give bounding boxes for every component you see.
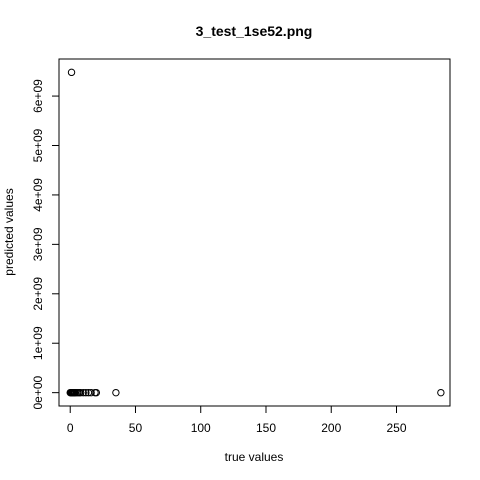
y-tick-label: 3e+09 <box>31 227 45 261</box>
y-tick-label: 4e+09 <box>31 178 45 212</box>
y-axis-label: predicted values <box>2 188 16 275</box>
x-tick-label: 200 <box>321 421 341 435</box>
x-axis-label: true values <box>225 450 284 464</box>
data-point <box>67 68 76 77</box>
data-point <box>437 388 445 397</box>
y-tick-label: 1e+09 <box>31 326 45 360</box>
data-point <box>82 388 90 397</box>
data-point <box>79 388 87 397</box>
data-points <box>66 68 445 397</box>
y-axis: 0e+00 1e+09 2e+09 3e+09 4e+09 5e+09 6e+09 <box>31 79 60 410</box>
x-tick-label: 150 <box>256 421 276 435</box>
y-tick-label: 2e+09 <box>31 277 45 311</box>
x-tick-label: 100 <box>191 421 211 435</box>
plot-frame <box>58 58 451 407</box>
x-tick-label: 0 <box>67 421 74 435</box>
chart-title: 3_test_1se52.png <box>196 23 313 39</box>
y-tick-label: 6e+09 <box>31 79 45 113</box>
data-point <box>87 388 95 397</box>
data-point <box>92 388 101 397</box>
y-tick-label: 5e+09 <box>31 128 45 162</box>
x-tick-label: 50 <box>129 421 143 435</box>
y-tick-label: 0e+00 <box>31 375 45 409</box>
x-tick-label: 250 <box>386 421 406 435</box>
x-axis: 0 50 100 150 200 250 <box>67 405 407 435</box>
data-point <box>76 388 85 397</box>
data-point <box>112 388 120 397</box>
